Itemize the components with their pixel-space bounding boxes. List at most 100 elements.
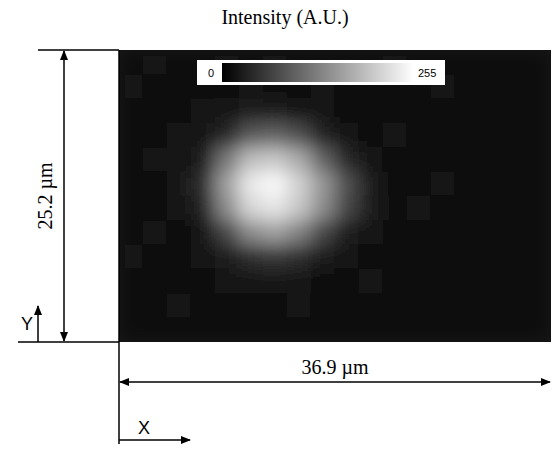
- cell: [503, 220, 528, 245]
- cell: [335, 293, 360, 318]
- cell: [191, 196, 216, 221]
- height-label: 25.2 µm: [34, 162, 57, 230]
- cell: [527, 123, 551, 148]
- cell: [335, 123, 360, 148]
- cell: [479, 196, 504, 221]
- cell: [215, 123, 240, 148]
- cell: [479, 74, 504, 99]
- cell: [431, 147, 456, 172]
- cell: [431, 123, 456, 148]
- cell: [263, 147, 288, 172]
- cell: [119, 123, 143, 148]
- cell: [455, 147, 480, 172]
- cell: [527, 244, 551, 269]
- cell: [311, 98, 336, 123]
- cell: [479, 244, 504, 269]
- height-arrow: [63, 51, 65, 341]
- cell: [479, 317, 504, 342]
- cell: [191, 244, 216, 269]
- cell: [431, 196, 456, 221]
- cell: [311, 269, 336, 294]
- y-label: Y: [21, 314, 33, 334]
- cell: [287, 98, 312, 123]
- cell: [119, 244, 143, 269]
- cell: [191, 171, 216, 196]
- x-label: X: [138, 418, 150, 438]
- cell: [167, 317, 192, 342]
- cell: [119, 220, 143, 245]
- cell: [287, 244, 312, 269]
- cell: [527, 293, 551, 318]
- cell: [383, 317, 408, 342]
- cell: [359, 196, 384, 221]
- cell: [239, 196, 264, 221]
- cell: [431, 293, 456, 318]
- dimension-lines: [18, 50, 550, 444]
- cells: [119, 50, 551, 342]
- cell: [191, 269, 216, 294]
- cell: [191, 317, 216, 342]
- cell: [455, 317, 480, 342]
- cell: [167, 50, 192, 75]
- cell: [215, 220, 240, 245]
- cell: [167, 244, 192, 269]
- cell: [431, 98, 456, 123]
- cell: [359, 220, 384, 245]
- cell: [503, 123, 528, 148]
- cell: [455, 244, 480, 269]
- cell: [143, 220, 168, 245]
- cell: [311, 147, 336, 172]
- cell: [191, 98, 216, 123]
- cell: [167, 147, 192, 172]
- cell: [311, 123, 336, 148]
- cell: [407, 220, 432, 245]
- cell: [215, 293, 240, 318]
- cell: [383, 147, 408, 172]
- cell: [311, 196, 336, 221]
- cell: [191, 293, 216, 318]
- cell: [263, 123, 288, 148]
- cell: [407, 147, 432, 172]
- cell: [119, 269, 143, 294]
- chart: Intensity (A.U.)025525.2 µm36.9 µmYX: [0, 0, 553, 449]
- cell: [191, 220, 216, 245]
- cell: [455, 293, 480, 318]
- cell: [311, 220, 336, 245]
- cell: [527, 171, 551, 196]
- cell: [335, 269, 360, 294]
- cell: [383, 293, 408, 318]
- cell: [215, 244, 240, 269]
- cell: [143, 147, 168, 172]
- background: [119, 50, 551, 342]
- cell: [503, 196, 528, 221]
- cell: [527, 220, 551, 245]
- cell: [479, 123, 504, 148]
- cell: [335, 220, 360, 245]
- cell: [191, 147, 216, 172]
- cell: [287, 269, 312, 294]
- title: Intensity (A.U.): [221, 6, 348, 29]
- cell: [503, 244, 528, 269]
- cell: [431, 269, 456, 294]
- cell: [431, 244, 456, 269]
- cell: [359, 293, 384, 318]
- cell: [167, 74, 192, 99]
- cell: [335, 196, 360, 221]
- cell: [335, 98, 360, 123]
- x-indicator: [119, 439, 190, 441]
- cell: [239, 317, 264, 342]
- cell: [527, 98, 551, 123]
- cell: [263, 317, 288, 342]
- cell: [527, 147, 551, 172]
- cell: [383, 196, 408, 221]
- colorbar-frame: [197, 60, 445, 85]
- cell: [383, 244, 408, 269]
- cell: [503, 74, 528, 99]
- cell: [383, 98, 408, 123]
- cell: [287, 220, 312, 245]
- width-arrow: [120, 381, 550, 383]
- cell: [215, 196, 240, 221]
- cell: [287, 293, 312, 318]
- cell: [455, 74, 480, 99]
- cell: [263, 220, 288, 245]
